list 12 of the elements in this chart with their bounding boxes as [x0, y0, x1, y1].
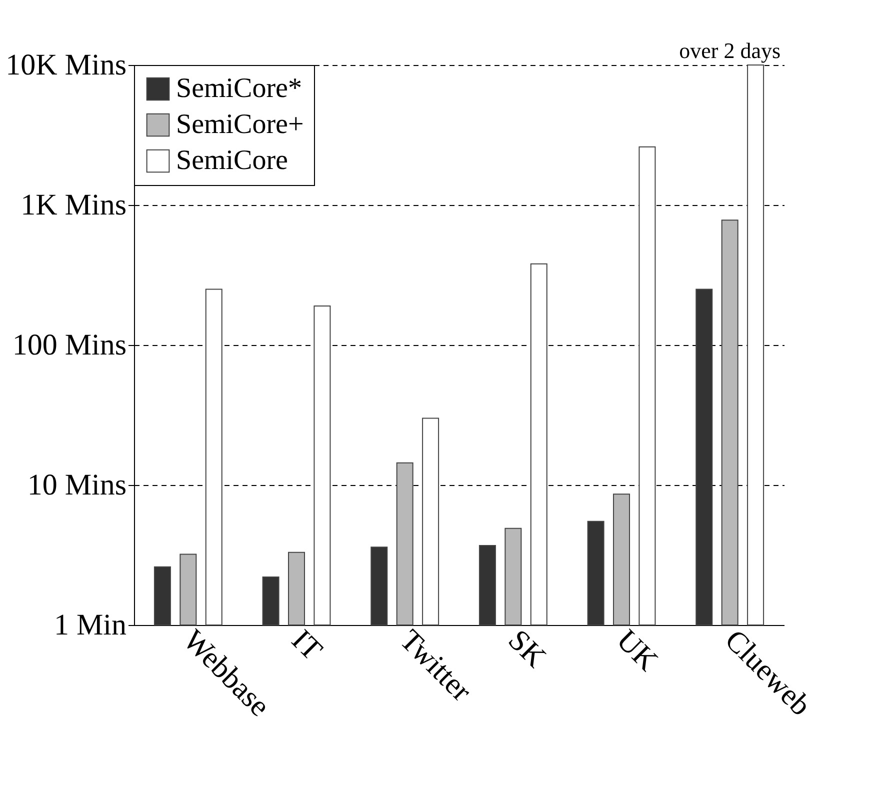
legend-label: SemiCore* [176, 73, 302, 104]
legend-label: SemiCore+ [176, 109, 304, 140]
annotation: over 2 days [679, 38, 781, 63]
y-tick-label: 10K Mins [6, 48, 126, 82]
y-tick-label: 1K Mins [20, 188, 126, 222]
y-tick-label: 100 Mins [12, 328, 126, 362]
x-tick-label: UK [610, 623, 664, 678]
y-tick-label: 1 Min [54, 608, 126, 642]
x-tick-label: SK [502, 623, 553, 674]
legend-label: SemiCore [176, 145, 288, 176]
x-tick-label: IT [285, 623, 329, 667]
y-tick-label: 10 Mins [27, 468, 126, 502]
